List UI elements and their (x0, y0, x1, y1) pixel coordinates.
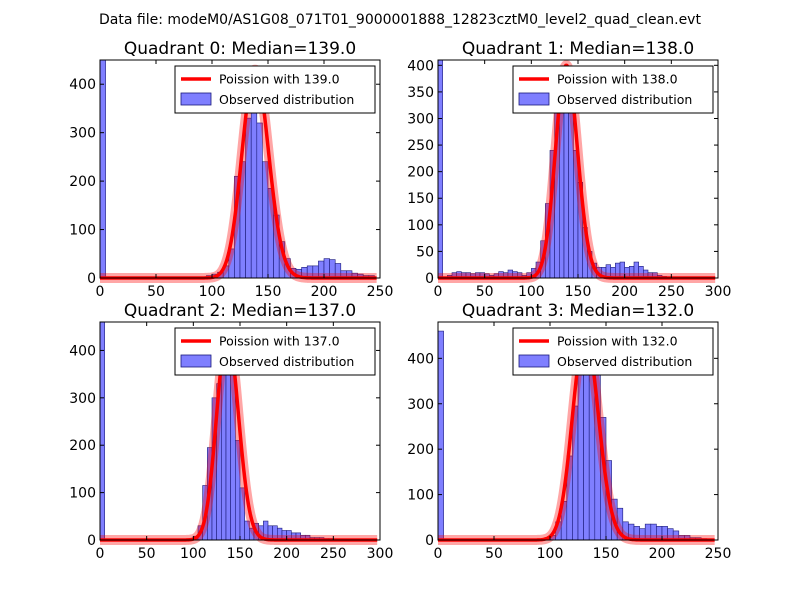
legend-bar-label: Observed distribution (219, 92, 354, 107)
x-tick-label: 0 (434, 284, 443, 300)
histogram-bar (256, 122, 263, 279)
legend: Poission with 132.0 Observed distribution (512, 327, 714, 376)
x-tick-label: 250 (705, 546, 732, 562)
chart-quadrant-2: Quadrant 2: Median=137.0 0 50 100 150 200 250 3… (69, 301, 393, 562)
x-tick-label: 150 (227, 546, 254, 562)
x-tick-label: 100 (199, 284, 226, 300)
legend-bar-swatch (180, 92, 212, 106)
y-tick-label: 100 (407, 488, 434, 504)
y-tick-label: 400 (407, 351, 434, 367)
y-tick-label: 0 (425, 271, 434, 287)
axes-frame (99, 59, 381, 279)
chart-quadrant-3: Quadrant 3: Median=132.0 0 50 100 150 200 250 0… (407, 301, 731, 562)
figure-suptitle: Data file: modeM0/AS1G08_071T01_90000018… (99, 12, 701, 28)
y-tick-label: 150 (407, 191, 434, 207)
chart-title: Quadrant 1: Median=138.0 (462, 39, 694, 59)
legend-bar-swatch (518, 92, 550, 106)
chart-title: Quadrant 2: Median=137.0 (124, 301, 356, 321)
y-tick-label: 100 (407, 218, 434, 234)
x-tick-label: 150 (255, 284, 282, 300)
x-tick-label: 150 (565, 284, 592, 300)
y-tick-label: 100 (69, 486, 96, 502)
y-tick-label: 200 (69, 174, 96, 190)
x-tick-label: 300 (367, 546, 394, 562)
y-tick-label: 400 (407, 58, 434, 74)
histogram-bar (99, 59, 106, 279)
y-tick-label: 300 (407, 397, 434, 413)
legend-bar-label: Observed distribution (557, 354, 692, 369)
y-tick-label: 200 (69, 438, 96, 454)
y-tick-label: 300 (407, 111, 434, 127)
x-tick-label: 200 (649, 546, 676, 562)
axes-frame (437, 321, 719, 541)
x-tick-label: 250 (320, 546, 347, 562)
y-tick-label: 200 (407, 165, 434, 181)
legend-line-label: Poission with 137.0 (219, 334, 340, 349)
histogram-bar (437, 330, 444, 541)
x-tick-label: 50 (138, 546, 156, 562)
x-tick-label: 0 (96, 546, 105, 562)
legend-line-label: Poission with 139.0 (219, 72, 340, 87)
x-tick-label: 0 (434, 546, 443, 562)
y-tick-label: 0 (87, 533, 96, 549)
x-tick-label: 0 (96, 284, 105, 300)
histogram-bar (99, 321, 105, 541)
x-tick-label: 50 (485, 546, 503, 562)
x-tick-label: 50 (476, 284, 494, 300)
chart-title: Quadrant 0: Median=139.0 (124, 39, 356, 59)
legend-line-label: Poission with 138.0 (557, 72, 678, 87)
y-tick-label: 0 (425, 533, 434, 549)
y-tick-label: 300 (69, 391, 96, 407)
legend-line-label: Poission with 132.0 (557, 334, 678, 349)
y-tick-label: 300 (69, 126, 96, 142)
chart-quadrant-0: Quadrant 0: Median=139.0 0 50 100 150 200 250 0… (69, 39, 393, 300)
y-tick-label: 400 (69, 343, 96, 359)
y-tick-label: 0 (87, 271, 96, 287)
legend: Poission with 138.0 Observed distribution (512, 65, 714, 114)
x-tick-label: 150 (593, 546, 620, 562)
x-tick-label: 250 (367, 284, 394, 300)
chart-title: Quadrant 3: Median=132.0 (462, 301, 694, 321)
legend: Poission with 137.0 Observed distribution (174, 327, 376, 376)
histogram-bar (437, 59, 443, 279)
y-tick-label: 350 (407, 85, 434, 101)
histogram-bar (250, 108, 258, 279)
x-tick-label: 200 (311, 284, 338, 300)
legend-bar-swatch (180, 354, 212, 368)
legend: Poission with 139.0 Observed distribution (174, 65, 376, 114)
y-tick-label: 250 (407, 138, 434, 154)
y-tick-label: 100 (69, 223, 96, 239)
x-tick-label: 50 (147, 284, 165, 300)
legend-bar-label: Observed distribution (219, 354, 354, 369)
x-tick-label: 100 (518, 284, 545, 300)
legend-bar-swatch (518, 354, 550, 368)
x-tick-label: 200 (273, 546, 300, 562)
y-tick-label: 200 (407, 442, 434, 458)
x-tick-label: 250 (658, 284, 685, 300)
x-tick-label: 300 (705, 284, 732, 300)
x-tick-label: 200 (611, 284, 638, 300)
y-tick-label: 400 (69, 77, 96, 93)
x-tick-label: 100 (180, 546, 207, 562)
y-tick-label: 50 (416, 244, 434, 260)
chart-quadrant-1: Quadrant 1: Median=138.0 0 50 100 150 200 250 3… (407, 39, 731, 300)
x-tick-label: 100 (537, 546, 564, 562)
legend-bar-label: Observed distribution (557, 92, 692, 107)
